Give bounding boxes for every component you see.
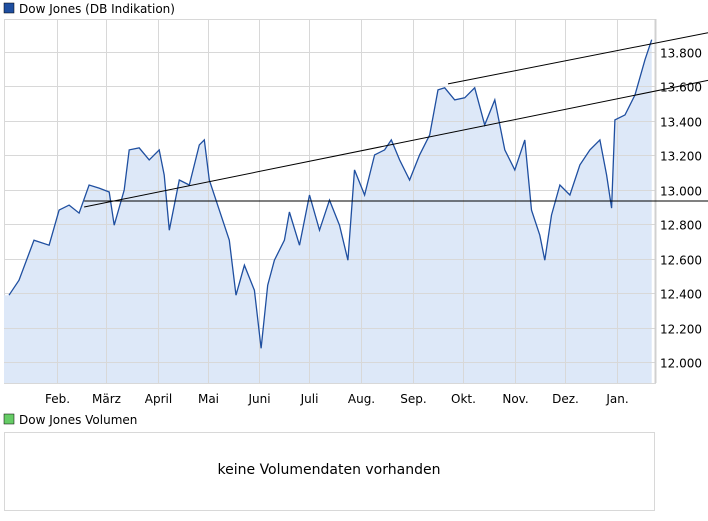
legend-label-volume: Dow Jones Volumen bbox=[19, 413, 137, 427]
x-tick-label: März bbox=[92, 392, 121, 406]
x-tick-label: Jan. bbox=[605, 392, 628, 406]
volume-empty-message: keine Volumendaten vorhanden bbox=[218, 462, 441, 478]
x-tick-label: Mai bbox=[198, 392, 219, 406]
x-tick-label: Nov. bbox=[502, 392, 528, 406]
y-tick-label: 13.400 bbox=[660, 116, 702, 130]
y-tick-label: 13.800 bbox=[660, 47, 702, 61]
price-area-fill bbox=[4, 39, 652, 383]
x-tick-label: Aug. bbox=[348, 392, 375, 406]
y-tick-label: 13.000 bbox=[660, 185, 702, 199]
x-tick-label: April bbox=[145, 392, 172, 406]
y-tick-label: 12.800 bbox=[660, 219, 702, 233]
legend-label-price: Dow Jones (DB Indikation) bbox=[19, 2, 175, 16]
x-tick-label: Dez. bbox=[552, 392, 579, 406]
price-line bbox=[8, 39, 653, 349]
x-tick-label: Okt. bbox=[451, 392, 476, 406]
legend-swatch-price bbox=[3, 2, 15, 14]
legend-swatch-volume bbox=[3, 413, 15, 425]
volume-panel bbox=[4, 432, 655, 511]
x-tick-label: Juli bbox=[300, 392, 319, 406]
y-tick-label: 13.200 bbox=[660, 150, 702, 164]
y-tick-label: 12.200 bbox=[660, 323, 702, 337]
x-tick-label: Sep. bbox=[400, 392, 426, 406]
x-tick-label: Feb. bbox=[45, 392, 70, 406]
x-tick-label: Juni bbox=[247, 392, 270, 406]
trendline bbox=[447, 32, 708, 85]
trendline bbox=[84, 79, 708, 208]
y-tick-label: 12.600 bbox=[660, 254, 702, 268]
y-tick-label: 12.000 bbox=[660, 357, 702, 371]
y-tick-label: 12.400 bbox=[660, 288, 702, 302]
